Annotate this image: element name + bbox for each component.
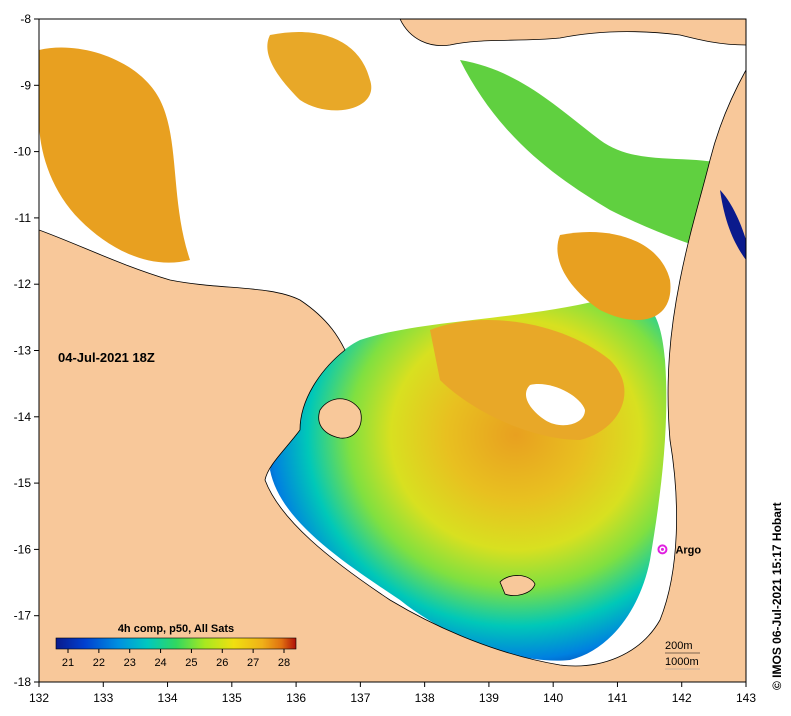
x-tick-label: 139 [479, 691, 499, 705]
y-tick-label: -13 [14, 344, 32, 358]
colorbar-tick-label: 21 [62, 657, 74, 669]
y-tick-label: -17 [14, 609, 32, 623]
land-new-guinea [399, 19, 746, 46]
x-tick-label: 133 [93, 691, 113, 705]
colorbar-tick-label: 26 [216, 657, 228, 669]
argo-float-dot [660, 547, 664, 551]
y-tick-label: -8 [20, 12, 31, 26]
colorbar-title: 4h comp, p50, All Sats [118, 623, 234, 635]
sst-field-northwest [39, 47, 190, 263]
x-tick-label: 142 [672, 691, 692, 705]
land-mornington-island [499, 575, 536, 596]
y-tick-label: -14 [14, 410, 32, 424]
argo-label: Argo [675, 544, 701, 556]
isobath-200m-label: 200m [665, 640, 693, 652]
y-tick-label: -12 [14, 277, 32, 291]
date-label: 04-Jul-2021 18Z [58, 350, 155, 365]
colorbar-tick-label: 25 [185, 657, 197, 669]
land-groote-eylandt [318, 398, 362, 439]
credit-label: © IMOS 06-Jul-2021 15:17 Hobart [770, 502, 784, 690]
y-tick-label: -9 [20, 78, 31, 92]
cloud-patch [525, 384, 585, 426]
y-tick-label: -10 [14, 145, 32, 159]
x-axis: 132 133 134 135 136 137 138 139 140 141 142 143 [29, 682, 756, 705]
y-tick-label: -11 [15, 211, 32, 225]
isobath-1000m-label: 1000m [665, 656, 699, 668]
sst-field-north [267, 32, 372, 111]
colorbar-tick-label: 28 [278, 657, 290, 669]
colorbar-tick-label: 24 [154, 657, 166, 669]
x-tick-label: 137 [350, 691, 370, 705]
argo-float-marker[interactable] [657, 544, 668, 555]
x-tick-label: 136 [286, 691, 306, 705]
y-tick-label: -15 [14, 476, 32, 490]
y-axis: -8 -9 -10 -11 -12 -13 -14 -15 -16 -17 -18 [14, 12, 39, 689]
y-tick-label: -18 [14, 675, 32, 689]
colorbar-ticks: 21 22 23 24 25 26 27 28 [62, 649, 290, 669]
x-tick-label: 143 [736, 691, 756, 705]
colorbar-tick-label: 22 [93, 657, 105, 669]
sst-field-east-warm [557, 232, 671, 320]
x-tick-label: 141 [607, 691, 627, 705]
colorbar-tick-label: 27 [247, 657, 259, 669]
x-tick-label: 134 [158, 691, 178, 705]
land-northern-territory [39, 69, 746, 682]
x-tick-label: 140 [543, 691, 563, 705]
x-tick-label: 138 [415, 691, 435, 705]
colorbar-tick-label: 23 [124, 657, 136, 669]
land-cape-york-reef [720, 190, 746, 260]
x-tick-label: 135 [222, 691, 242, 705]
x-tick-label: 132 [29, 691, 49, 705]
colorbar [55, 637, 297, 650]
sst-field-northeast-green [460, 60, 746, 260]
y-tick-label: -16 [14, 542, 32, 556]
